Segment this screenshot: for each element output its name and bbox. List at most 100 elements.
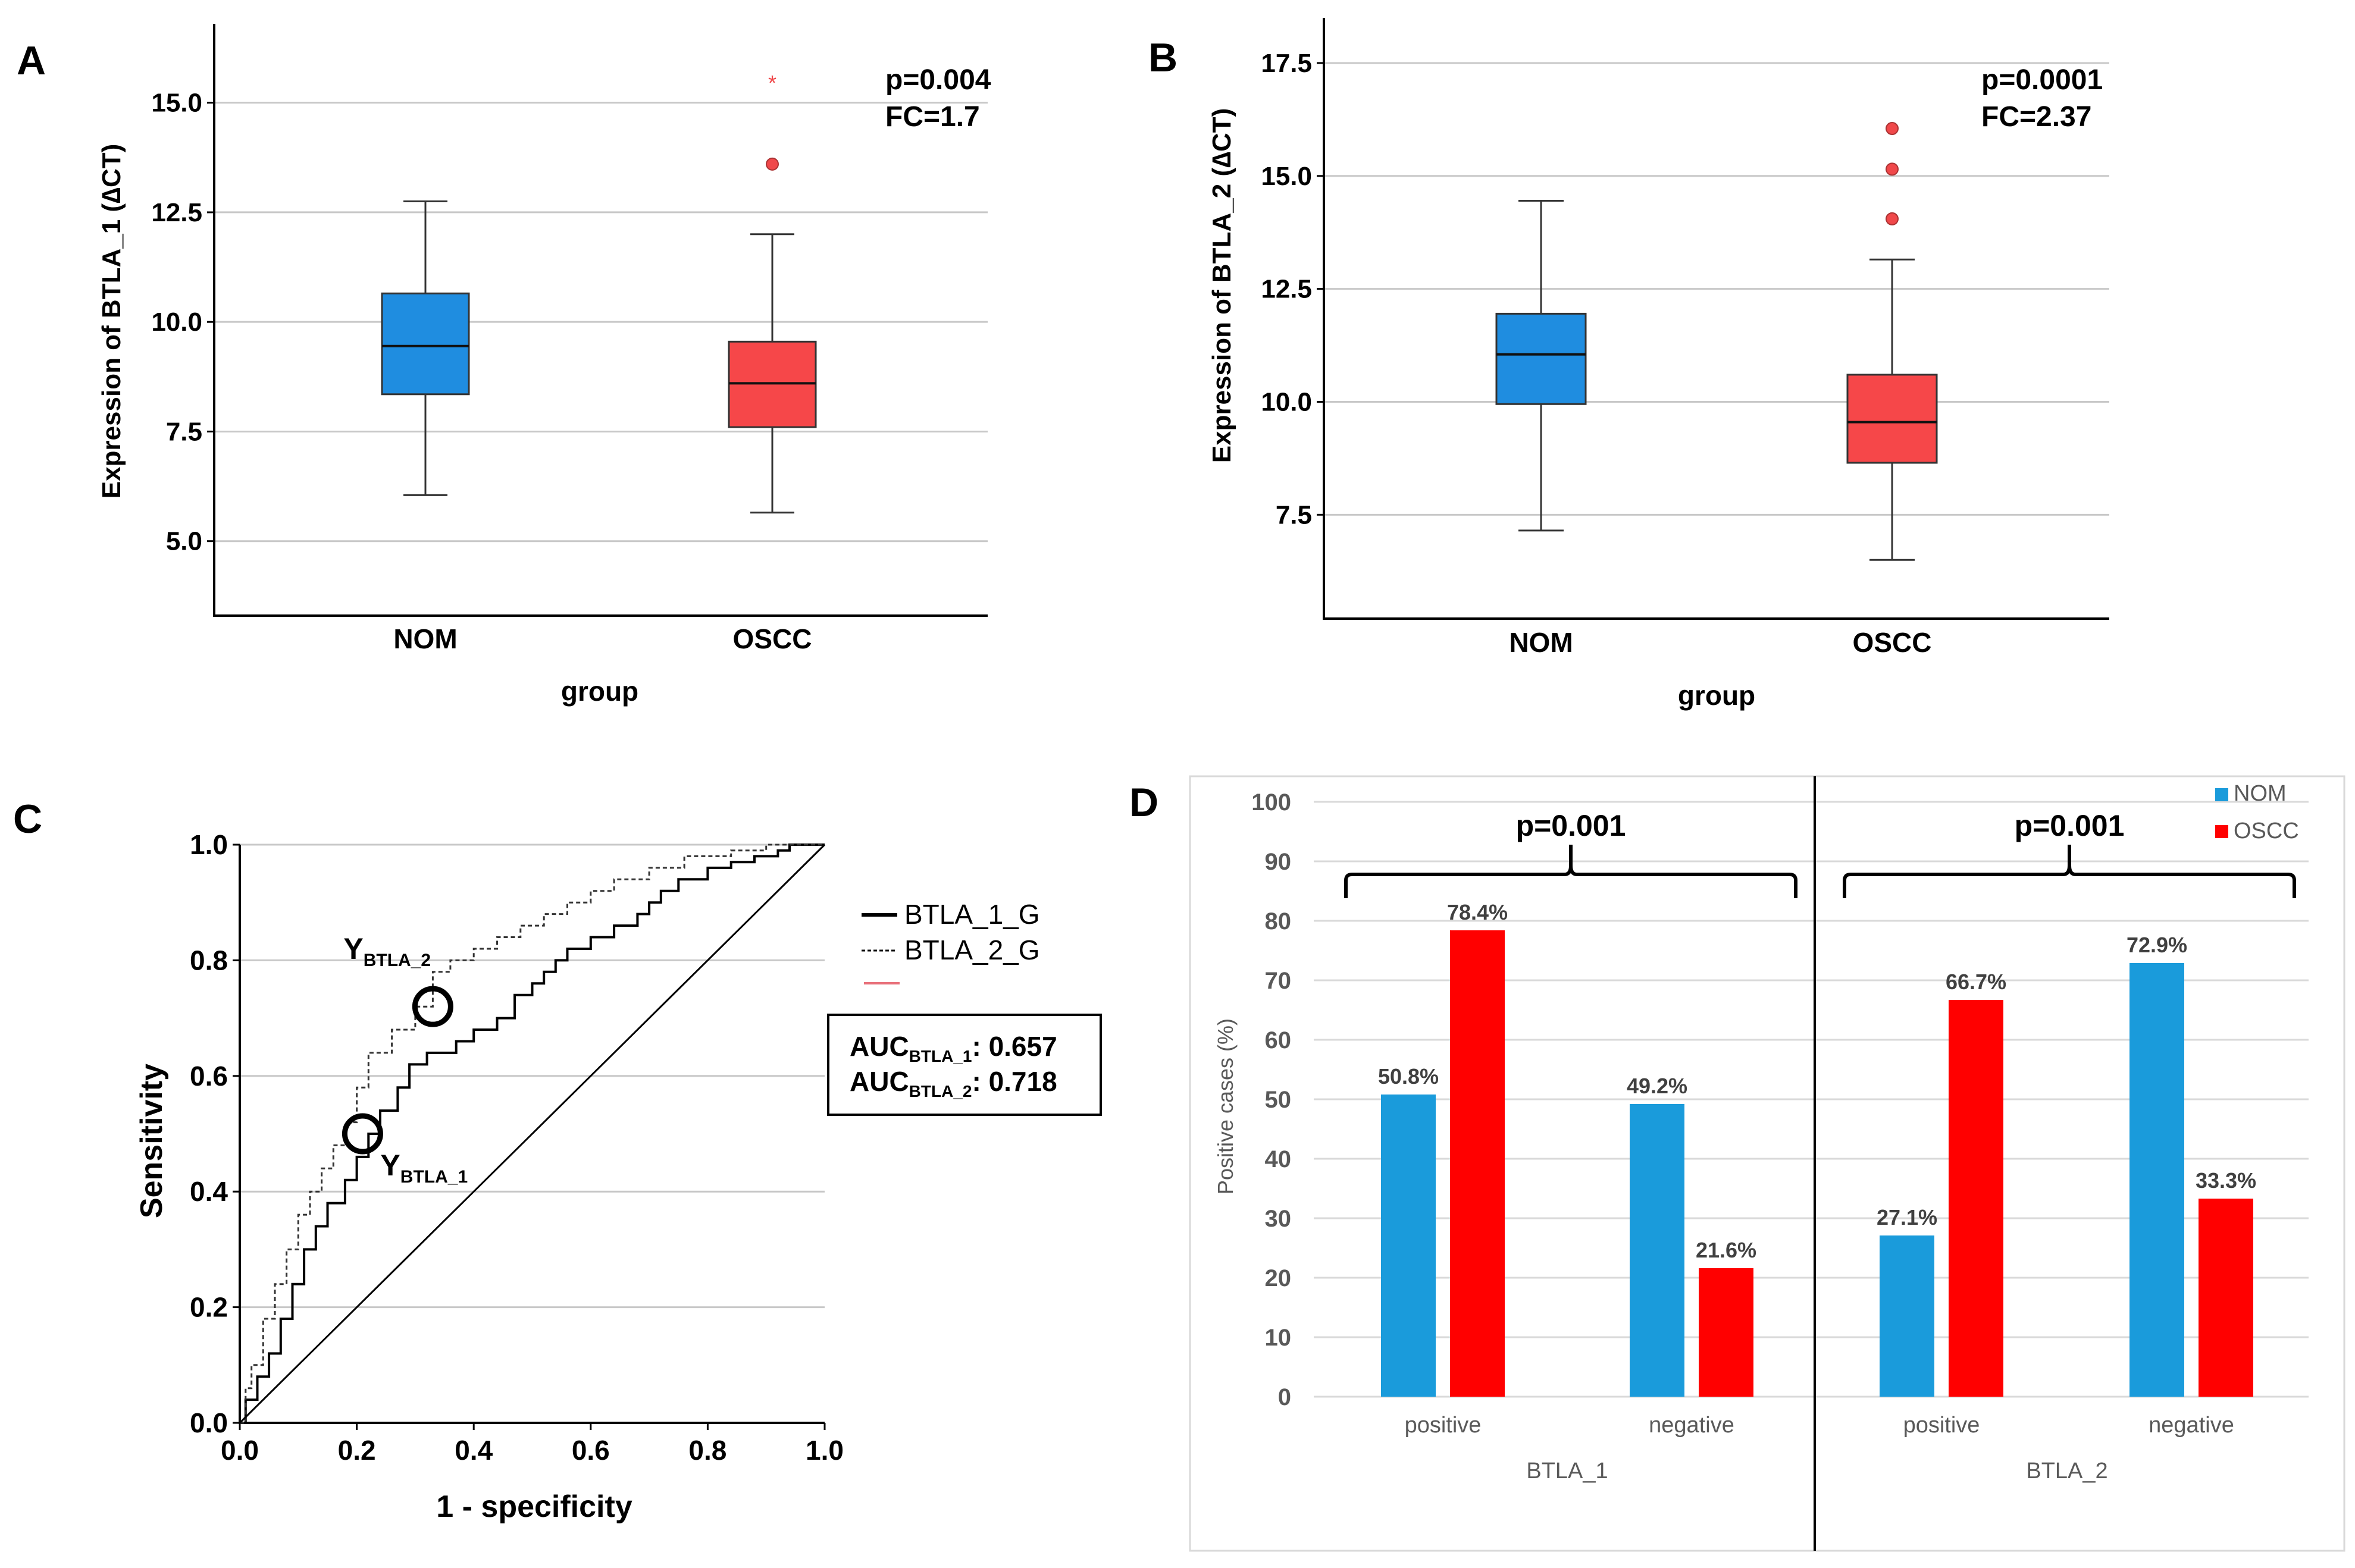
y-axis-label: Positive cases (%) bbox=[1213, 1018, 1238, 1194]
legend-label-btla1: BTLA_1_G bbox=[904, 899, 1040, 930]
x-tick-label: 1.0 bbox=[806, 1435, 844, 1466]
y-tick-label: 100 bbox=[1251, 789, 1291, 816]
data-label: 72.9% bbox=[2127, 933, 2187, 957]
data-label: 49.2% bbox=[1627, 1074, 1687, 1098]
bar-nom-negative bbox=[1630, 1104, 1684, 1397]
x-axis-label: 1 - specificity bbox=[436, 1489, 632, 1524]
data-label: 27.1% bbox=[1877, 1205, 1937, 1230]
panel-c-roc: C 0.00.0 0.2 0.2 0.4 0.4 0.6 0.6 0.8 0.8 1.0 1.0 Y… bbox=[13, 796, 1102, 1524]
y-tick-label: 0.2 bbox=[190, 1292, 228, 1323]
data-label: 66.7% bbox=[1946, 970, 2006, 994]
category-label-nom: NOM bbox=[393, 623, 457, 654]
auc-btla2: AUCBTLA_2: 0.718 bbox=[850, 1066, 1057, 1100]
x-tick-label: 0.6 bbox=[572, 1435, 610, 1466]
y-tick-label: 50 bbox=[1265, 1087, 1292, 1113]
cutoff-label-sub: BTLA_1 bbox=[400, 1167, 468, 1187]
panel-label-c: C bbox=[13, 796, 42, 842]
bar-oscc-positive bbox=[1949, 1000, 2003, 1397]
roc-line-btla-1-g bbox=[240, 843, 825, 1424]
data-label: 33.3% bbox=[2196, 1168, 2256, 1193]
legend: BTLA_1_G BTLA_2_G bbox=[862, 899, 1040, 984]
panel-d-barchart: D 0 10 20 30 40 50 60 70 80 90 100 positive 50.8% 78… bbox=[1129, 775, 2345, 1552]
extreme-point: * bbox=[768, 71, 776, 95]
y-tick-label: 0.8 bbox=[190, 945, 228, 976]
y-tick-label: 90 bbox=[1265, 849, 1292, 875]
y-tick-label: 80 bbox=[1265, 908, 1292, 934]
bar-nom-positive bbox=[1880, 1235, 1934, 1397]
legend-swatch-nom bbox=[2215, 788, 2228, 801]
x-axis-label: group bbox=[1678, 680, 1755, 711]
significance-brace-btla2 bbox=[1843, 845, 2296, 898]
legend-swatch-oscc bbox=[2215, 825, 2228, 838]
fold-change: FC=2.37 bbox=[1981, 101, 2091, 133]
y-tick-label: 10 bbox=[1265, 1325, 1292, 1351]
y-tick-label: 20 bbox=[1265, 1265, 1292, 1291]
panel-a-boxplot: A 5.0 7.5 10.0 12.5 15.0 * Expression of BTL… bbox=[17, 24, 991, 707]
x-tick-label: 0.0 bbox=[221, 1435, 259, 1466]
y-tick-label: 10.0 bbox=[151, 308, 202, 337]
data-label: 50.8% bbox=[1378, 1064, 1439, 1089]
roc-line-btla-2-g bbox=[240, 843, 825, 1424]
box-nom bbox=[381, 292, 470, 396]
y-tick-label: 1.0 bbox=[190, 829, 228, 860]
x-tick-label: 0.2 bbox=[338, 1435, 376, 1466]
box-oscc bbox=[1846, 374, 1938, 464]
box-nom bbox=[1495, 312, 1587, 405]
legend-label-nom: NOM bbox=[2234, 781, 2287, 806]
bar-oscc-negative bbox=[2199, 1199, 2253, 1397]
category-label-positive: positive bbox=[1405, 1413, 1482, 1438]
bar-oscc-negative bbox=[1699, 1268, 1753, 1397]
y-tick-label: 7.5 bbox=[166, 417, 202, 446]
y-tick-label: 15.0 bbox=[1261, 162, 1312, 191]
outlier-point bbox=[1886, 212, 1899, 225]
x-axis-label: group bbox=[561, 676, 638, 707]
outlier-point bbox=[1886, 122, 1899, 136]
x-tick-label: 0.4 bbox=[455, 1435, 493, 1466]
panel-b-boxplot: B 7.5 10.0 12.5 15.0 17.5 Expression of BTLA… bbox=[1148, 18, 2109, 711]
p-value: p=0.004 bbox=[885, 64, 991, 96]
bar-nom-positive bbox=[1381, 1095, 1436, 1397]
panel-label-d: D bbox=[1129, 780, 1158, 825]
auc-box bbox=[827, 1014, 1102, 1116]
bar-oscc-positive bbox=[1450, 930, 1505, 1397]
auc-btla1: AUCBTLA_1: 0.657 bbox=[850, 1031, 1057, 1065]
cutoff-label: YBTLA_2 bbox=[343, 932, 431, 970]
outlier-point bbox=[1886, 162, 1899, 176]
outlier-point bbox=[766, 157, 779, 171]
cutoff-marker-btla-1 bbox=[342, 1113, 383, 1155]
y-axis-label: Expression of BTLA_1 (∆CT) bbox=[97, 144, 126, 499]
p-value: p=0.0001 bbox=[1981, 64, 2103, 96]
y-tick-label: 0.0 bbox=[190, 1407, 228, 1438]
category-label-oscc: OSCC bbox=[1853, 627, 1932, 658]
auc-btla2-sub: BTLA_2 bbox=[909, 1082, 972, 1100]
legend-label-oscc: OSCC bbox=[2234, 819, 2299, 843]
fold-change: FC=1.7 bbox=[885, 101, 980, 133]
y-tick-label: 10.0 bbox=[1261, 387, 1312, 416]
y-tick-label: 70 bbox=[1265, 968, 1292, 994]
auc-btla1-main: AUC bbox=[850, 1031, 909, 1062]
y-tick-label: 12.5 bbox=[1261, 275, 1312, 304]
y-tick-label: 40 bbox=[1265, 1146, 1292, 1172]
data-label: 78.4% bbox=[1447, 900, 1508, 924]
y-axis-label: Sensitivity bbox=[134, 1064, 169, 1218]
y-axis-label: Expression of BTLA_2 (∆CT) bbox=[1207, 108, 1236, 463]
y-tick-label: 0.6 bbox=[190, 1061, 228, 1092]
y-tick-label: 12.5 bbox=[151, 198, 202, 227]
legend: NOM OSCC bbox=[2215, 781, 2299, 843]
y-tick-label: 30 bbox=[1265, 1206, 1292, 1232]
y-tick-label: 15.0 bbox=[151, 89, 202, 118]
category-label-negative: negative bbox=[1649, 1413, 1734, 1438]
cutoff-label-sub: BTLA_2 bbox=[364, 951, 431, 970]
y-tick-label: 7.5 bbox=[1276, 500, 1312, 529]
category-label-nom: NOM bbox=[1509, 627, 1573, 658]
category-label-oscc: OSCC bbox=[733, 623, 812, 654]
p-value-btla2: p=0.001 bbox=[2015, 809, 2125, 842]
p-value-btla1: p=0.001 bbox=[1516, 809, 1626, 842]
x-tick-label: 0.8 bbox=[688, 1435, 726, 1466]
panel-label-a: A bbox=[17, 38, 46, 83]
category-label-negative: negative bbox=[2149, 1413, 2234, 1438]
y-tick-label: 17.5 bbox=[1261, 49, 1312, 78]
group-label-btla1: BTLA_1 bbox=[1526, 1459, 1608, 1484]
significance-brace-btla1 bbox=[1344, 845, 1797, 898]
